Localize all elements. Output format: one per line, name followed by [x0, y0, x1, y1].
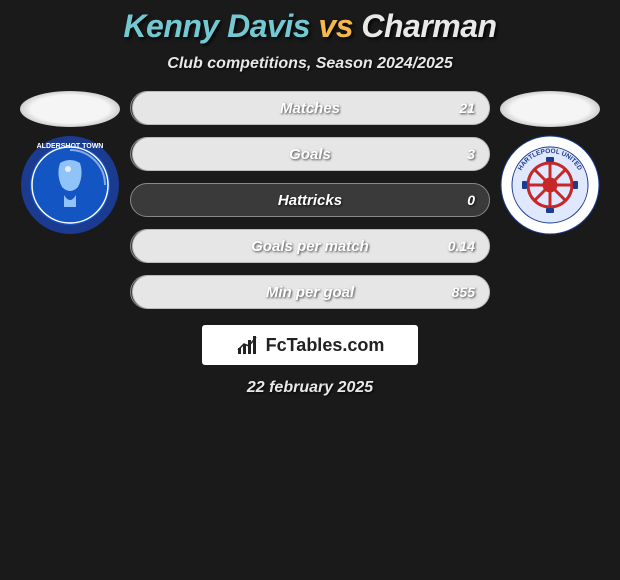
title-vs: vs	[318, 8, 353, 44]
stat-value-right: 0.14	[448, 238, 475, 254]
player2-club-badge: HARTLEPOOL UNITED	[500, 135, 600, 235]
player1-club-badge: ALDERSHOT TOWN	[20, 135, 120, 235]
stat-value-right: 0	[467, 192, 475, 208]
title-player2: Charman	[361, 8, 496, 44]
stat-value-right: 3	[467, 146, 475, 162]
brand-box: FcTables.com	[202, 325, 418, 365]
stat-label: Goals	[289, 146, 331, 163]
right-side: HARTLEPOOL UNITED	[500, 91, 600, 235]
player2-avatar	[500, 91, 600, 127]
stat-label: Hattricks	[278, 192, 342, 209]
stat-row: Min per goal 855	[130, 275, 490, 309]
player1-avatar	[20, 91, 120, 127]
stat-label: Min per goal	[266, 284, 354, 301]
stat-row: Goals per match 0.14	[130, 229, 490, 263]
stat-label: Matches	[280, 100, 340, 117]
svg-text:ALDERSHOT TOWN: ALDERSHOT TOWN	[37, 143, 104, 150]
brand-text: FcTables.com	[266, 335, 385, 356]
chart-icon	[236, 334, 262, 356]
stat-value-right: 21	[459, 100, 475, 116]
left-side: ALDERSHOT TOWN	[20, 91, 120, 235]
stat-value-right: 855	[452, 284, 475, 300]
comparison-panel: ALDERSHOT TOWN Matches 21 Goals 3 Hattricks 0…	[0, 91, 620, 309]
subtitle: Club competitions, Season 2024/2025	[167, 55, 452, 73]
stat-row: Hattricks 0	[130, 183, 490, 217]
stat-label: Goals per match	[251, 238, 369, 255]
stat-row: Goals 3	[130, 137, 490, 171]
stats-list: Matches 21 Goals 3 Hattricks 0 Goals per match…	[130, 91, 490, 309]
page-title: Kenny Davis vs Charman	[123, 8, 496, 45]
date-label: 22 february 2025	[247, 379, 373, 397]
stat-row: Matches 21	[130, 91, 490, 125]
title-player1: Kenny Davis	[123, 8, 310, 44]
